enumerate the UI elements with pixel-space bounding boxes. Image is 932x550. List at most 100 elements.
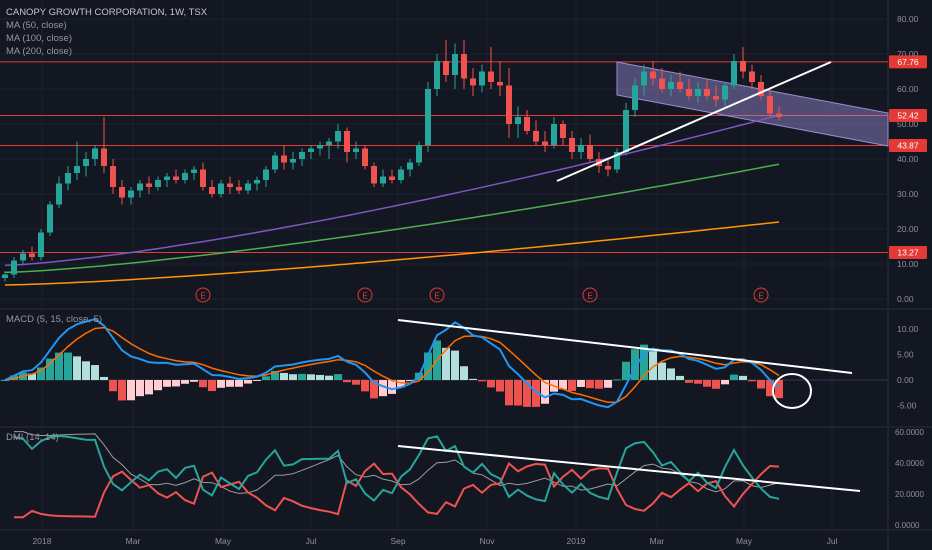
candle-body <box>560 124 566 138</box>
candle-body <box>254 180 260 184</box>
candle-body <box>101 148 107 166</box>
macd-histogram-bar <box>361 380 369 392</box>
time-tick: Mar <box>650 536 665 546</box>
macd-legend: MACD (5, 15, close, 5) <box>6 314 103 325</box>
candle-body <box>218 183 224 194</box>
macd-histogram-bar <box>631 349 639 380</box>
candle-body <box>191 169 197 173</box>
macd-histogram-bar <box>559 380 567 390</box>
macd-histogram-bar <box>757 380 765 389</box>
macd-histogram-bar <box>154 380 162 391</box>
macd-histogram-bar <box>28 373 36 380</box>
candle-body <box>479 71 485 86</box>
macd-tick: -5.00 <box>897 401 917 411</box>
macd-tick: 0.00 <box>897 375 914 385</box>
candle-body <box>371 166 377 184</box>
time-tick: May <box>215 536 232 546</box>
macd-histogram-bar <box>217 380 225 388</box>
candle-body <box>146 183 152 187</box>
macd-histogram-bar <box>469 378 477 380</box>
earnings-label: E <box>200 292 205 301</box>
macd-histogram-bar <box>442 347 450 380</box>
candle-body <box>47 204 53 233</box>
macd-histogram-bar <box>694 380 702 384</box>
candle-body <box>407 162 413 170</box>
ma200-line <box>4 221 780 286</box>
macd-histogram-bar <box>658 362 666 380</box>
candle-body <box>695 89 701 96</box>
macd-histogram-bar <box>613 379 621 381</box>
candle-body <box>668 82 674 89</box>
time-tick: Jul <box>306 536 317 546</box>
chart-title: CANOPY GROWTH CORPORATION, 1W, TSX <box>6 7 208 18</box>
macd-highlight-circle <box>772 373 812 409</box>
macd-histogram-bar <box>82 361 90 380</box>
macd-histogram-bar <box>532 380 540 407</box>
macd-histogram-bar <box>775 380 783 399</box>
dmi-tick: 20.0000 <box>895 490 924 499</box>
candle-body <box>83 159 89 166</box>
candle-body <box>461 54 467 79</box>
candle-body <box>236 187 242 191</box>
macd-histogram-bar <box>577 380 585 387</box>
macd-histogram-bar <box>253 380 261 381</box>
macd-histogram-bar <box>388 380 396 394</box>
earnings-label: E <box>758 292 763 301</box>
macd-histogram-bar <box>406 380 414 382</box>
dmi-tick: 0.0000 <box>895 521 920 530</box>
candle-body <box>74 166 80 173</box>
macd-histogram-bar <box>748 380 756 382</box>
candle-body <box>65 173 71 184</box>
macd-histogram-bar <box>640 344 648 380</box>
candle-body <box>713 96 719 100</box>
macd-histogram-bar <box>199 380 207 388</box>
macd-histogram-bar <box>118 380 126 401</box>
candle-body <box>641 71 647 86</box>
macd-histogram-bar <box>604 380 612 388</box>
axes: 80.00 70.00 60.00 50.00 40.00 30.00 20.00 10.00… <box>33 14 927 546</box>
candle-body <box>362 148 368 166</box>
candle-body <box>731 61 737 86</box>
price-badge <box>889 109 927 123</box>
candle-body <box>281 155 287 163</box>
macd-histogram-bar <box>703 380 711 387</box>
candle-body <box>173 176 179 180</box>
candle-body <box>92 148 98 159</box>
candle-body <box>38 232 44 257</box>
candle-body <box>200 169 206 187</box>
candle-body <box>353 148 359 152</box>
candle-body <box>776 113 782 117</box>
macd-histogram-bar <box>271 370 279 380</box>
dmi-tick: 40.0000 <box>895 459 924 468</box>
price-tick: 50.00 <box>897 119 919 129</box>
candle-body <box>587 145 593 159</box>
price-tick: 60.00 <box>897 84 919 94</box>
macd-histogram-bar <box>226 380 234 387</box>
candle-body <box>758 82 764 96</box>
macd-histogram-bar <box>649 351 657 380</box>
candle-body <box>110 166 116 187</box>
candle-body <box>227 183 233 187</box>
macd-histogram-bar <box>451 350 459 380</box>
dmi-legend: DMI (14, 14) <box>6 432 59 443</box>
macd-histogram-bar <box>496 380 504 392</box>
macd-histogram-bar <box>460 366 468 380</box>
dmi-plus-line <box>13 434 780 503</box>
macd-histogram-bar <box>127 380 135 401</box>
macd-histogram-bar <box>181 380 189 384</box>
macd-histogram-bar <box>478 380 486 382</box>
macd-histogram-bar <box>622 361 630 380</box>
macd-histogram-bar <box>541 380 549 404</box>
candle-body <box>605 166 611 170</box>
macd-histogram-bar <box>595 380 603 389</box>
candle-body <box>632 85 638 110</box>
time-tick: May <box>736 536 753 546</box>
candle-body <box>614 152 620 170</box>
ma50-legend: MA (50, close) <box>6 20 67 31</box>
macd-histogram-bar <box>91 365 99 380</box>
candle-body <box>11 260 17 275</box>
candle-body <box>515 117 521 124</box>
candle-body <box>578 145 584 152</box>
